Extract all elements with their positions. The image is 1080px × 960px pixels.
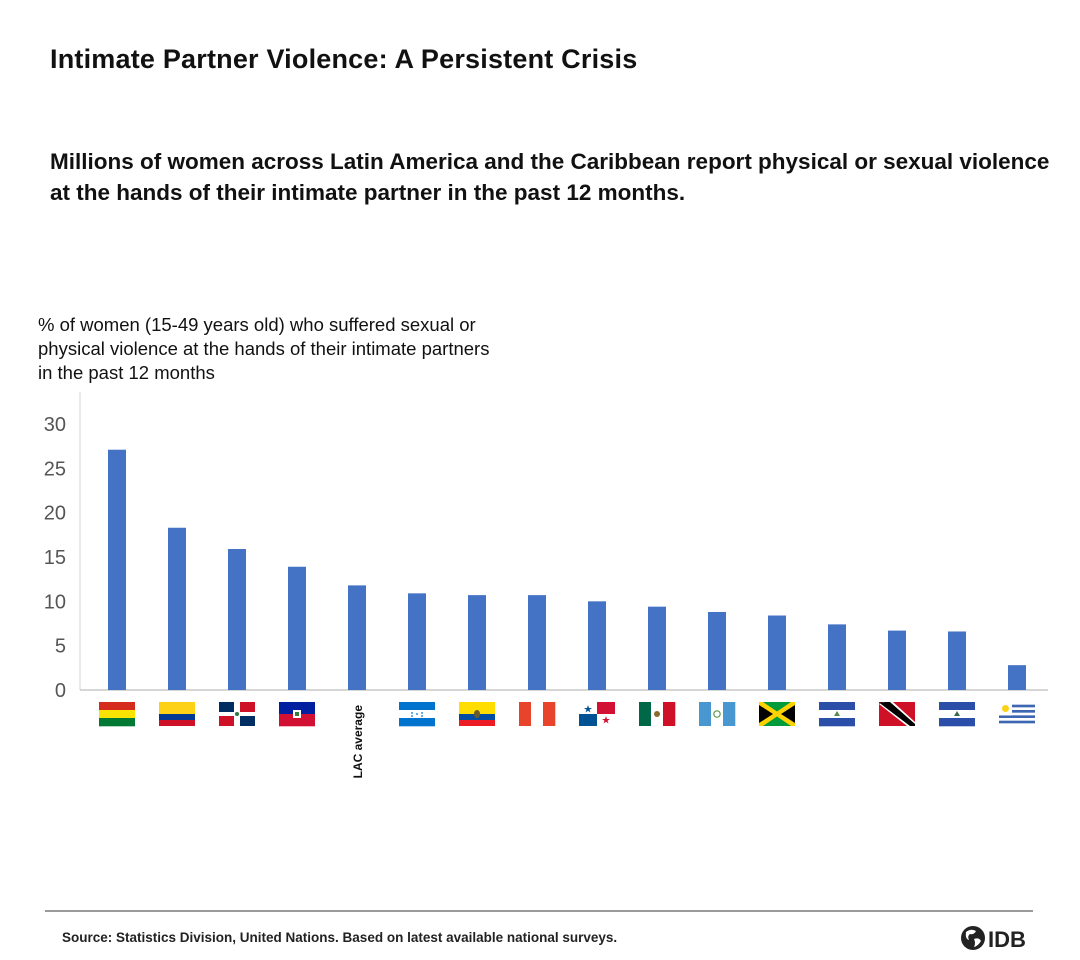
logo-text: IDB xyxy=(988,927,1026,952)
y-tick-label: 25 xyxy=(44,458,66,480)
y-tick-label: 0 xyxy=(55,680,66,702)
bar xyxy=(768,615,786,690)
el-salvador-flag-icon xyxy=(939,702,975,727)
colombia-flag-icon xyxy=(159,702,195,726)
trinidad-and-tobago-flag-icon xyxy=(879,702,915,726)
idb-globe-logo-icon: IDB xyxy=(961,926,1026,952)
bar xyxy=(828,624,846,690)
dominican-republic-flag-icon xyxy=(219,702,255,726)
bar-chart: 0 5 10 15 20 25 30 LAC average xyxy=(44,392,1048,779)
bar xyxy=(528,595,546,690)
nicaragua-flag-icon xyxy=(819,702,855,727)
jamaica-flag-icon xyxy=(759,702,795,726)
bar xyxy=(588,601,606,690)
bolivia-flag-icon xyxy=(99,702,135,727)
y-axis-label: % of women (15-49 years old) who suffere… xyxy=(38,314,490,383)
y-tick-label: 5 xyxy=(55,636,66,658)
peru-flag-icon xyxy=(519,702,556,726)
source-note: Source: Statistics Division, United Nati… xyxy=(62,930,618,945)
bar xyxy=(948,631,966,690)
source-divider xyxy=(45,910,1033,912)
y-tick-label: 15 xyxy=(44,547,66,569)
honduras-flag-icon xyxy=(399,702,435,727)
bar xyxy=(1008,665,1026,690)
bar xyxy=(888,630,906,690)
bar xyxy=(408,593,426,690)
uruguay-flag-icon xyxy=(999,702,1035,726)
y-tick-label: 30 xyxy=(44,414,66,436)
bar xyxy=(108,449,126,690)
x-category-label: LAC average xyxy=(351,705,365,779)
bar xyxy=(288,566,306,690)
bar xyxy=(168,527,186,690)
bar xyxy=(648,606,666,690)
bar xyxy=(348,585,366,690)
ecuador-flag-icon xyxy=(459,702,495,726)
bar xyxy=(468,595,486,690)
chart-title: Intimate Partner Violence: A Persistent … xyxy=(50,44,638,74)
haiti-flag-icon xyxy=(279,702,315,727)
bar xyxy=(708,611,726,690)
guatemala-flag-icon xyxy=(699,702,736,726)
y-tick-label: 20 xyxy=(44,503,66,525)
panama-flag-icon xyxy=(579,702,615,726)
y-tick-label: 10 xyxy=(44,591,66,613)
chart-subtitle: Millions of women across Latin America a… xyxy=(50,149,1050,205)
bar xyxy=(228,549,246,690)
mexico-flag-icon xyxy=(639,702,676,726)
